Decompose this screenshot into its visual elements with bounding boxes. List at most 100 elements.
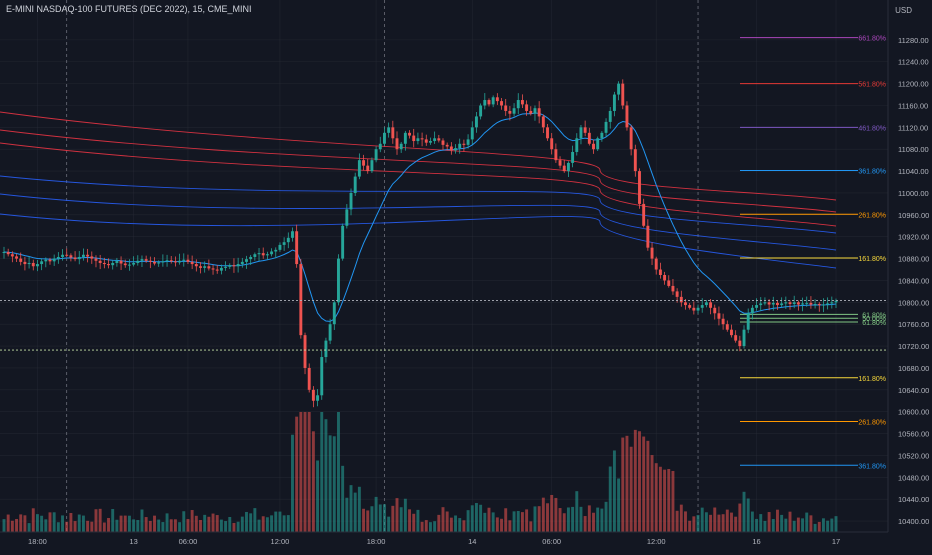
volume-bar xyxy=(56,522,60,532)
volume-bar xyxy=(813,523,817,532)
volume-bar xyxy=(600,508,604,532)
candle-body xyxy=(186,259,190,262)
volume-bar xyxy=(458,518,462,532)
volume-bar xyxy=(311,431,315,532)
candle-body xyxy=(224,266,228,268)
volume-bar xyxy=(621,437,625,532)
volume-bar xyxy=(408,509,412,532)
candle-body xyxy=(35,264,39,267)
volume-bar xyxy=(470,505,474,532)
volume-bar xyxy=(165,513,169,532)
volume-bar xyxy=(307,412,311,532)
candle-body xyxy=(44,259,48,262)
candle-body xyxy=(270,251,274,255)
volume-bar xyxy=(86,520,90,532)
volume-bar xyxy=(541,497,545,532)
volume-bar xyxy=(370,506,374,532)
volume-bar xyxy=(153,515,156,532)
volume-bar xyxy=(420,521,424,532)
candle-body xyxy=(512,108,516,114)
volume-bar xyxy=(592,512,595,532)
volume-bar xyxy=(771,519,775,532)
volume-bar xyxy=(755,518,759,532)
volume-bar xyxy=(232,522,236,532)
volume-bar xyxy=(378,504,382,532)
candle-body xyxy=(738,340,742,347)
fib-level-label: 461.80% xyxy=(858,125,886,132)
candle-body xyxy=(533,108,537,114)
symbol-title[interactable]: E-MINI NASDAQ-100 FUTURES (DEC 2022), 15… xyxy=(6,4,252,14)
volume-bar xyxy=(328,435,332,532)
candle-body xyxy=(433,138,437,142)
price-tick-label: 10400.00 xyxy=(898,517,929,526)
candle-body xyxy=(399,143,403,150)
candle-body xyxy=(462,143,466,145)
price-tick-label: 10760.00 xyxy=(898,320,929,329)
candle-body xyxy=(2,252,6,254)
volume-bar xyxy=(90,521,94,532)
volume-bar xyxy=(98,508,102,532)
volume-bar xyxy=(228,516,232,532)
candle-body xyxy=(282,242,286,245)
price-axis[interactable]: 11280.00 11240.00 11200.00 11160.00 11120.00… xyxy=(887,0,932,550)
volume-bar xyxy=(788,511,792,532)
candle-body xyxy=(508,110,512,114)
price-tick-label: 10840.00 xyxy=(898,276,929,285)
volume-bar xyxy=(395,498,399,532)
candle-body xyxy=(395,138,399,150)
candle-body xyxy=(826,303,830,305)
volume-bar xyxy=(462,520,466,532)
volume-bar xyxy=(115,519,119,532)
candle-body xyxy=(94,258,98,261)
price-tick-label: 10680.00 xyxy=(898,364,929,373)
volume-bar xyxy=(140,509,144,532)
volume-bar xyxy=(123,515,127,532)
volume-bar xyxy=(454,515,457,532)
candle-body xyxy=(274,249,278,252)
volume-bar xyxy=(571,506,575,532)
time-axis[interactable]: 18:00 13 06:00 12:00 18:00 14 06:00 12:00 16 17 xyxy=(0,531,888,546)
volume-bar xyxy=(638,431,641,532)
candle-body xyxy=(579,127,583,139)
volume-bar xyxy=(550,494,554,532)
volume-bar xyxy=(119,515,123,532)
candle-body xyxy=(6,252,10,255)
fib-level-label: 50.00% xyxy=(862,316,886,323)
volume-bar xyxy=(516,510,520,532)
candle-body xyxy=(337,258,340,303)
candle-body xyxy=(608,110,612,122)
candle-body xyxy=(525,104,529,111)
candle-body xyxy=(240,261,244,265)
volume-bar xyxy=(525,509,529,532)
candle-body xyxy=(424,139,428,143)
volume-bar xyxy=(449,517,453,532)
candle-body xyxy=(278,244,282,250)
time-tick-label: 06:00 xyxy=(542,537,561,546)
volume-bar xyxy=(261,516,265,532)
candle-body xyxy=(474,116,478,128)
price-tick-label: 10520.00 xyxy=(898,451,929,460)
time-tick-label: 14 xyxy=(468,537,476,546)
candle-body xyxy=(771,302,775,305)
volume-bar xyxy=(663,469,667,532)
fib-level-label: 561.80% xyxy=(858,82,886,89)
volume-bar xyxy=(383,504,386,532)
candle-body xyxy=(370,160,374,172)
candle-body xyxy=(516,100,520,109)
volume-bar xyxy=(742,491,746,532)
volume-bar xyxy=(633,429,637,532)
volume-bar xyxy=(834,516,838,532)
candle-body xyxy=(316,395,320,401)
volume-bar xyxy=(77,514,81,532)
volume-bar xyxy=(520,512,524,532)
time-tick-label: 13 xyxy=(129,537,137,546)
volume-bar xyxy=(725,509,729,532)
candle-body xyxy=(742,329,746,347)
candle-body xyxy=(621,83,625,106)
candle-body xyxy=(650,247,654,259)
fib-level-label: 261.80% xyxy=(858,420,886,427)
candle-body xyxy=(19,258,23,262)
candle-body xyxy=(362,160,366,166)
